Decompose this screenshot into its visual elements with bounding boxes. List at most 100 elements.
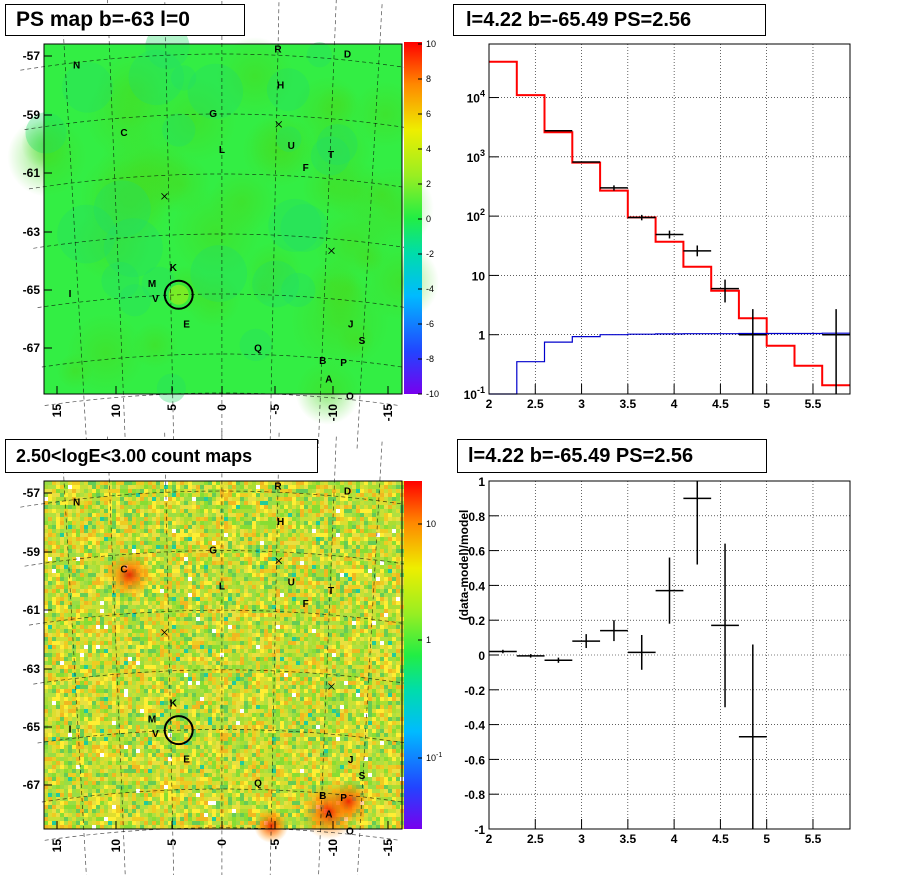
count-pixel <box>204 653 208 657</box>
count-pixel <box>100 501 104 505</box>
count-pixel <box>260 561 264 565</box>
count-pixel <box>340 485 344 489</box>
count-pixel <box>144 669 148 673</box>
count-pixel <box>204 605 208 609</box>
count-pixel <box>288 693 292 697</box>
y-tick-label: -63 <box>23 225 41 239</box>
count-pixel <box>384 637 388 641</box>
count-pixel <box>332 617 336 621</box>
count-pixel <box>108 537 112 541</box>
count-pixel <box>272 533 276 537</box>
count-pixel <box>336 685 340 689</box>
count-pixel <box>384 505 388 509</box>
count-pixel <box>188 657 192 661</box>
count-pixel <box>204 589 208 593</box>
count-pixel <box>148 497 152 501</box>
count-pixel <box>212 649 216 653</box>
count-pixel <box>376 573 380 577</box>
count-pixel <box>300 493 304 497</box>
x-tick-label: -15 <box>381 404 395 422</box>
count-pixel <box>292 497 296 501</box>
count-pixel <box>352 537 356 541</box>
count-pixel <box>252 677 256 681</box>
count-pixel <box>372 689 376 693</box>
count-pixel <box>44 493 48 497</box>
count-pixel <box>164 689 168 693</box>
count-pixel <box>144 497 148 501</box>
count-pixel <box>120 613 124 617</box>
count-pixel <box>112 661 116 665</box>
count-pixel <box>328 513 332 517</box>
count-pixel <box>100 693 104 697</box>
count-pixel <box>188 493 192 497</box>
count-pixel <box>264 677 268 681</box>
count-pixel <box>252 681 256 685</box>
count-pixel <box>144 521 148 525</box>
count-pixel <box>280 689 284 693</box>
count-pixel <box>200 569 204 573</box>
count-pixel <box>304 593 308 597</box>
count-pixel <box>248 617 252 621</box>
count-pixel <box>376 593 380 597</box>
count-pixel <box>256 493 260 497</box>
count-pixel <box>260 525 264 529</box>
count-pixel <box>216 637 220 641</box>
count-pixel <box>144 677 148 681</box>
count-pixel <box>72 505 76 509</box>
count-pixel <box>240 497 244 501</box>
count-pixel <box>264 481 268 485</box>
count-pixel <box>276 637 280 641</box>
count-pixel <box>96 681 100 685</box>
count-pixel <box>48 665 52 669</box>
count-pixel <box>248 681 252 685</box>
count-pixel <box>364 549 368 553</box>
count-pixel <box>208 693 212 697</box>
count-pixel <box>292 549 296 553</box>
count-pixel <box>68 497 72 501</box>
count-pixel <box>104 529 108 533</box>
count-pixel <box>384 573 388 577</box>
count-pixel <box>80 553 84 557</box>
count-pixel <box>196 625 200 629</box>
count-pixel <box>128 501 132 505</box>
count-pixel <box>372 569 376 573</box>
count-pixel <box>48 505 52 509</box>
count-pixel <box>68 573 72 577</box>
count-pixel <box>84 569 88 573</box>
count-pixel <box>88 613 92 617</box>
count-pixel <box>188 621 192 625</box>
count-pixel <box>176 593 180 597</box>
count-pixel <box>100 601 104 605</box>
colorbar-tick-label: 6 <box>426 109 431 119</box>
count-pixel <box>364 577 368 581</box>
count-pixel <box>356 681 360 685</box>
count-pixel <box>188 649 192 653</box>
count-pixel <box>256 513 260 517</box>
count-pixel <box>212 541 216 545</box>
count-pixel <box>164 585 168 589</box>
count-pixel <box>308 645 312 649</box>
count-pixel <box>256 497 260 501</box>
count-pixel <box>336 561 340 565</box>
count-pixel <box>224 549 228 553</box>
count-pixel <box>312 617 316 621</box>
count-pixel <box>260 661 264 665</box>
count-pixel <box>160 617 164 621</box>
count-pixel <box>208 593 212 597</box>
count-pixel <box>76 637 80 641</box>
count-pixel <box>44 661 48 665</box>
count-pixel <box>380 677 384 681</box>
count-pixel <box>108 657 112 661</box>
count-pixel <box>168 601 172 605</box>
count-pixel <box>68 629 72 633</box>
count-pixel <box>192 525 196 529</box>
count-pixel <box>324 513 328 517</box>
count-pixel <box>332 669 336 673</box>
count-pixel <box>324 621 328 625</box>
count-pixel <box>252 533 256 537</box>
count-pixel <box>340 613 344 617</box>
count-pixel <box>164 513 168 517</box>
count-pixel <box>212 533 216 537</box>
count-pixel <box>328 509 332 513</box>
count-pixel <box>84 553 88 557</box>
